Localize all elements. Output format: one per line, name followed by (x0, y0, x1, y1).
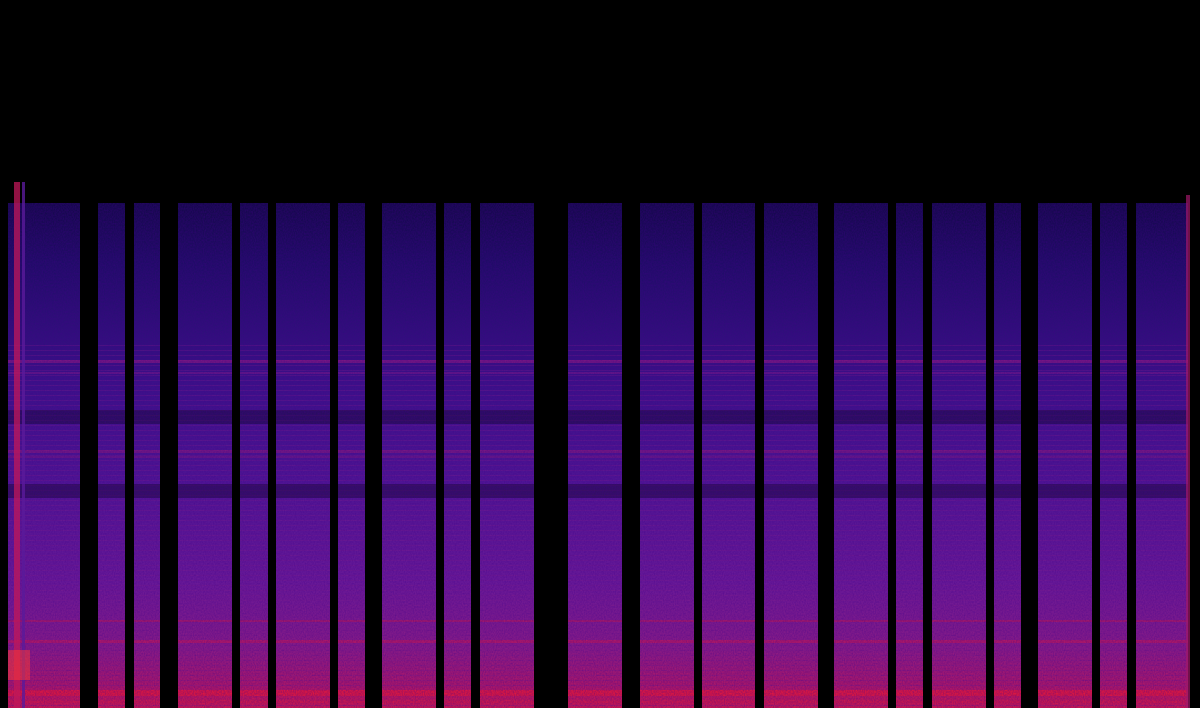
spectrogram-segment (640, 203, 694, 708)
spectrogram-segment (932, 203, 986, 708)
spectrogram-segment (1038, 203, 1092, 708)
spectrogram-segment (1100, 203, 1127, 708)
spectrogram-segment (134, 203, 160, 708)
spectrogram-segment (1136, 203, 1188, 708)
spectrogram-segment (994, 203, 1021, 708)
spectrogram-segment (240, 203, 268, 708)
onset-transient (8, 182, 30, 708)
spectrogram-segment (276, 203, 330, 708)
spectrogram-segment (896, 203, 923, 708)
frequency-band-layer (8, 182, 1190, 708)
spectrogram-segment (98, 203, 125, 708)
spectrogram-segment (338, 203, 365, 708)
spectrogram-segment (834, 203, 888, 708)
spectrogram-segment (178, 203, 232, 708)
spectrogram-segment (382, 203, 436, 708)
spectrogram-segment (702, 203, 755, 708)
offset-transient (1186, 195, 1190, 708)
spectrogram-segment (480, 203, 534, 708)
spectrogram-segment (444, 203, 471, 708)
spectrogram-segment (764, 203, 818, 708)
spectrogram-segment (568, 203, 622, 708)
